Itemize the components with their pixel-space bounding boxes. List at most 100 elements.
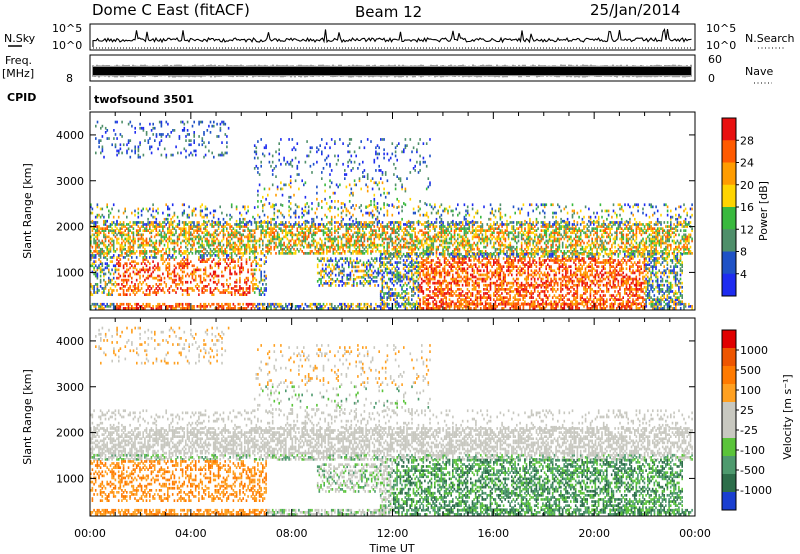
power-cell (232, 231, 235, 235)
power-cell (452, 223, 454, 226)
power-cell (108, 252, 110, 255)
power-cell (447, 229, 449, 232)
power-cell (226, 278, 228, 282)
power-cell (612, 252, 615, 255)
power-cell (145, 225, 148, 228)
power-cell (552, 231, 554, 235)
power-cell (178, 264, 181, 268)
power-cell (447, 227, 449, 230)
power-cell (334, 280, 337, 283)
power-cell (183, 221, 185, 224)
power-cell (321, 239, 323, 243)
power-cell (483, 245, 485, 249)
power-cell (242, 268, 244, 272)
power-cell (435, 225, 438, 228)
power-cell (491, 231, 493, 235)
power-cell (443, 292, 446, 295)
power-cell (537, 221, 539, 224)
power-cell (504, 231, 507, 235)
power-cell (288, 221, 290, 224)
power-cell (456, 281, 459, 285)
power-cell (460, 229, 462, 232)
power-cell (661, 229, 664, 232)
power-cell (440, 300, 443, 304)
power-cell (106, 225, 108, 228)
power-cell (109, 278, 112, 282)
power-cell (265, 283, 267, 286)
power-cell (298, 241, 300, 245)
power-cell (403, 233, 405, 237)
power-cell (116, 237, 118, 241)
power-cell (507, 243, 510, 247)
power-cell (167, 274, 169, 278)
power-cell (354, 269, 357, 273)
power-cell (190, 247, 192, 251)
power-cell (575, 239, 577, 243)
power-cell (255, 221, 258, 224)
power-cell (96, 225, 99, 228)
power-cell (597, 243, 600, 247)
power-cell (101, 291, 104, 294)
power-cell (303, 252, 305, 255)
power-cell (245, 283, 248, 286)
power-cell (402, 267, 405, 271)
power-cell (381, 300, 384, 304)
power-cell (288, 250, 290, 253)
power-cell (439, 235, 441, 239)
power-cell (442, 245, 444, 249)
power-cell (155, 266, 158, 270)
power-cell (199, 237, 202, 241)
power-cell (316, 227, 318, 230)
power-cell (242, 291, 244, 294)
power-cell (183, 227, 185, 230)
power-cell (384, 231, 387, 235)
power-cell (370, 235, 372, 239)
power-cell (632, 243, 634, 247)
power-cell (198, 233, 200, 237)
power-cell (219, 250, 221, 253)
power-cell (519, 252, 521, 255)
power-cell (149, 285, 151, 288)
power-cell (288, 229, 290, 232)
power-cell (447, 290, 449, 293)
power-cell (131, 289, 133, 292)
power-cell (281, 243, 284, 247)
power-cell (316, 241, 318, 245)
power-cell (117, 293, 120, 296)
power-cell (201, 250, 203, 253)
power-cell (501, 225, 503, 228)
power-cell (442, 281, 444, 285)
power-cell (186, 293, 189, 296)
power-cell (144, 229, 146, 232)
power-cell (443, 225, 446, 228)
power-cell (98, 264, 100, 268)
power-cell (93, 272, 95, 276)
power-cell (153, 268, 156, 272)
power-cell (117, 256, 120, 259)
power-cell (208, 283, 210, 286)
power-cell (389, 233, 392, 237)
power-cell (346, 259, 348, 263)
power-cell (545, 239, 548, 243)
power-cell (381, 261, 384, 264)
power-cell (358, 223, 361, 226)
power-cell (288, 225, 290, 228)
power-cell (655, 233, 657, 237)
power-cell (599, 229, 602, 232)
power-cell (116, 247, 118, 251)
power-cell (273, 235, 276, 239)
power-cell (460, 235, 462, 239)
power-cell (430, 277, 433, 281)
power-cell (643, 227, 646, 230)
power-cell (203, 256, 205, 259)
power-cell (437, 235, 439, 239)
power-cell (407, 247, 410, 251)
power-cell (165, 258, 167, 261)
power-cell (280, 237, 282, 241)
power-cell (121, 227, 123, 230)
power-cell (371, 250, 374, 253)
power-cell (645, 223, 648, 226)
power-cell (465, 298, 467, 301)
power-cell (153, 225, 156, 228)
power-cell (480, 227, 482, 230)
